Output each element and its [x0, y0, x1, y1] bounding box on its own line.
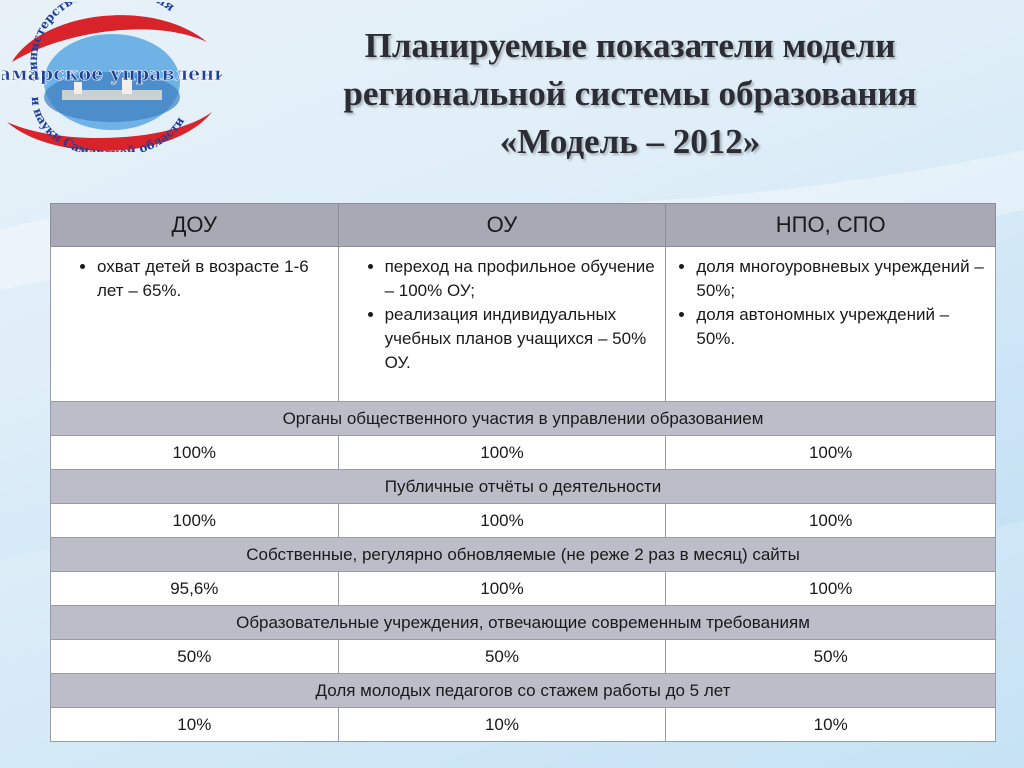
value-cell: 50% — [50, 639, 339, 674]
section-label: Органы общественного участия в управлени… — [50, 401, 996, 436]
value-cell: 100% — [665, 503, 996, 538]
value-cell: 50% — [337, 639, 667, 674]
value-cell: 100% — [665, 435, 996, 470]
npo-list-cell: доля многоуровневых учреждений –50%; дол… — [665, 246, 996, 402]
value-cell: 100% — [337, 571, 667, 606]
ministry-logo: министерство образования и науки Самарск… — [2, 2, 222, 152]
value-cell: 10% — [337, 707, 667, 742]
bullet-row: охват детей в возрасте 1-6 лет – 65%. пе… — [50, 246, 996, 402]
dou-list-cell: охват детей в возрасте 1-6 лет – 65%. — [50, 246, 339, 402]
header-dou: ДОУ — [50, 203, 339, 247]
value-cell: 50% — [665, 639, 996, 674]
page-title: Планируемые показатели модели региональн… — [260, 22, 1000, 166]
title-line-1: Планируемые показатели модели — [364, 26, 896, 65]
section-band-row: Доля молодых педагогов со стажем работы … — [50, 673, 996, 708]
table-row: 100% 100% 100% — [50, 503, 996, 538]
title-line-2: региональной системы образования — [343, 74, 917, 113]
table-header-row: ДОУ ОУ НПО, СПО — [50, 203, 996, 247]
section-label: Собственные, регулярно обновляемые (не р… — [50, 537, 996, 572]
value-cell: 100% — [337, 435, 667, 470]
table-row: 50% 50% 50% — [50, 639, 996, 674]
table-row: 10% 10% 10% — [50, 707, 996, 742]
ou-list-cell: переход на профильное обучение – 100% ОУ… — [337, 246, 667, 402]
section-band-row: Органы общественного участия в управлени… — [50, 401, 996, 436]
section-label: Доля молодых педагогов со стажем работы … — [50, 673, 996, 708]
section-label: Образовательные учреждения, отвечающие с… — [50, 605, 996, 640]
value-cell: 95,6% — [50, 571, 339, 606]
section-label: Публичные отчёты о деятельности — [50, 469, 996, 504]
list-item: доля многоуровневых учреждений –50%; — [696, 255, 985, 303]
value-cell: 10% — [665, 707, 996, 742]
section-band-row: Образовательные учреждения, отвечающие с… — [50, 605, 996, 640]
value-cell: 100% — [50, 503, 339, 538]
header-ou: ОУ — [337, 203, 667, 247]
section-band-row: Публичные отчёты о деятельности — [50, 469, 996, 504]
table-row: 100% 100% 100% — [50, 435, 996, 470]
list-item: доля автономных учреждений – 50%. — [696, 303, 985, 351]
table-row: 95,6% 100% 100% — [50, 571, 996, 606]
title-line-3: «Модель – 2012» — [499, 122, 761, 161]
header-npo-spo: НПО, СПО — [665, 203, 996, 247]
value-cell: 100% — [337, 503, 667, 538]
list-item: охват детей в возрасте 1-6 лет – 65%. — [97, 255, 328, 303]
list-item: реализация индивидуальных учебных планов… — [385, 303, 656, 375]
logo-main-text: Самарское управление — [2, 63, 222, 85]
value-cell: 10% — [50, 707, 339, 742]
list-item: переход на профильное обучение – 100% ОУ… — [385, 255, 656, 303]
value-cell: 100% — [50, 435, 339, 470]
indicators-table: ДОУ ОУ НПО, СПО охват детей в возрасте 1… — [50, 203, 996, 742]
section-band-row: Собственные, регулярно обновляемые (не р… — [50, 537, 996, 572]
value-cell: 100% — [665, 571, 996, 606]
